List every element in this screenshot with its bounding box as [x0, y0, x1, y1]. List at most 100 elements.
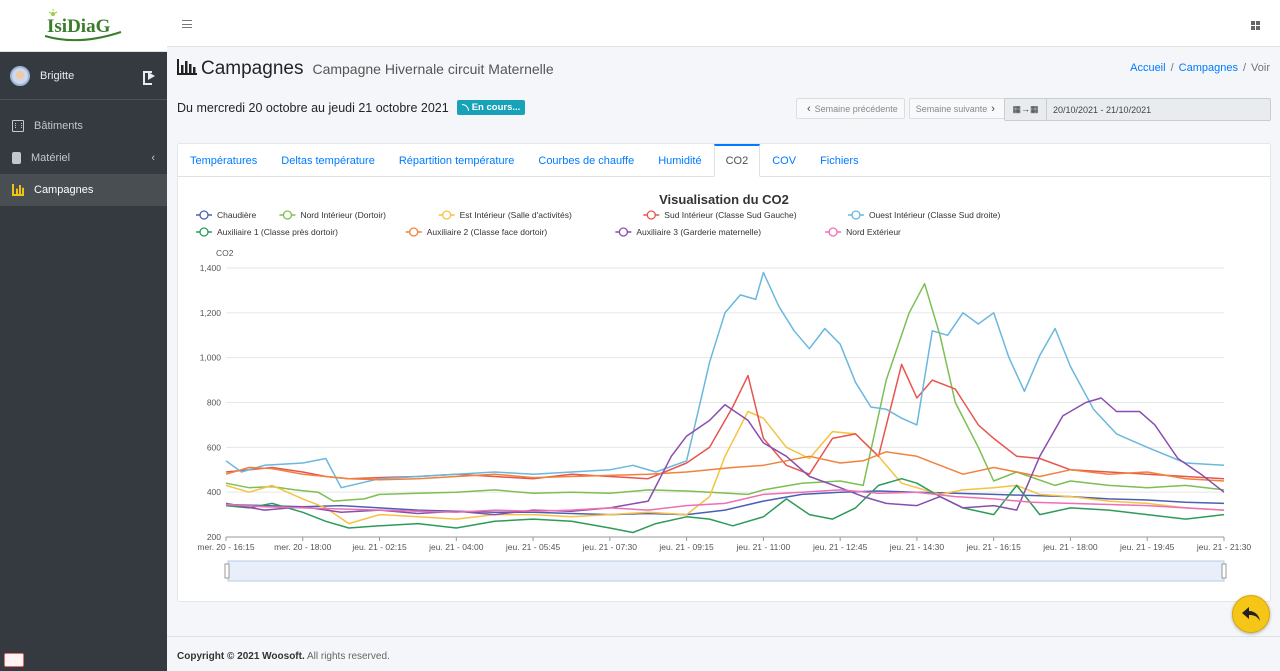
back-button[interactable] [1232, 595, 1270, 633]
legend-swatch-marker [409, 227, 419, 237]
page-subtitle: Campagne Hivernale circuit Maternelle [312, 61, 554, 77]
widget-icon[interactable] [4, 653, 24, 667]
brand-logo[interactable]: IsiDiaG [0, 0, 167, 52]
series-line [225, 451, 1225, 482]
sidebar-item-label: Campagnes [34, 184, 94, 196]
user-panel: Brigitte [0, 52, 167, 100]
legend-label: Nord Extérieur [846, 227, 901, 237]
footer-rights: All rights reserved. [306, 651, 390, 662]
avatar[interactable] [10, 65, 30, 86]
calendar-range-icon: ▦→▦ [1005, 99, 1047, 120]
campaign-card: Températures Deltas température Répartit… [177, 143, 1271, 602]
reply-arrow-icon [1242, 607, 1260, 621]
tab-temperatures[interactable]: Températures [190, 154, 258, 167]
series-line [225, 271, 1225, 489]
tab-co2[interactable]: CO2 [713, 144, 761, 177]
page-title: Campagnes [201, 58, 304, 79]
series-line [225, 363, 1225, 480]
status-badge-label: En cours... [471, 102, 521, 113]
sidebar-item-campagnes[interactable]: Campagnes [0, 174, 167, 206]
legend-swatch-marker [618, 227, 629, 237]
sidebar-nav: Bâtiments Matériel ‹ Campagnes [0, 110, 167, 206]
x-tick-label: jeu. 21 - 07:30 [582, 542, 638, 552]
x-tick-label: jeu. 21 - 12:45 [812, 542, 868, 552]
database-icon [12, 152, 21, 164]
building-icon [12, 120, 24, 132]
y-tick-label: 1,200 [200, 308, 222, 318]
footer: Copyright © 2021 Woosoft. All rights res… [167, 636, 1280, 671]
y-tick-label: 1,400 [200, 263, 222, 273]
y-tick-label: 600 [207, 442, 221, 452]
bar-chart-icon [12, 184, 24, 196]
legend-swatch-marker [199, 210, 209, 220]
tab-courbes-de-chauffe[interactable]: Courbes de chauffe [538, 154, 635, 167]
x-tick-label: jeu. 21 - 05:45 [505, 542, 561, 552]
range-handle-left [224, 563, 230, 579]
sidebar-item-materiel[interactable]: Matériel ‹ [0, 142, 167, 174]
status-badge: En cours... [456, 100, 526, 115]
legend-swatch-marker [199, 227, 209, 237]
legend-label: Ouest Intérieur (Classe Sud droite) [869, 210, 1001, 220]
tab-repartition-temperature[interactable]: Répartition température [398, 154, 515, 167]
x-tick-label: jeu. 21 - 14:30 [889, 542, 945, 552]
legend-label: Sud Intérieur (Classe Sud Gauche) [664, 210, 796, 220]
svg-text:IsiDiaG: IsiDiaG [47, 16, 111, 37]
legend-swatch-marker [851, 210, 861, 220]
legend-swatch-marker [646, 210, 656, 220]
x-tick-label: mer. 20 - 16:15 [197, 542, 254, 552]
co2-chart: Visualisation du CO2 Chaudière Nord Intéri… [196, 192, 1252, 582]
x-tick-label: jeu. 21 - 18:00 [1042, 542, 1098, 552]
legend-swatch-marker [441, 210, 452, 220]
legend-swatch-marker [282, 210, 293, 220]
chevron-left-icon: ‹ [807, 102, 811, 115]
legend-label: Est Intérieur (Salle d'activités) [460, 210, 572, 220]
footer-copyright: Copyright © 2021 Woosoft. [177, 651, 305, 662]
y-tick-label: 1,000 [200, 353, 222, 363]
breadcrumb: Accueil / Campagnes / Voir [1130, 62, 1270, 74]
x-tick-label: jeu. 21 - 21:30 [1196, 542, 1252, 552]
logout-icon[interactable] [143, 70, 157, 85]
chart-title: Visualisation du CO2 [659, 192, 789, 207]
hamburger-menu-icon[interactable] [182, 20, 192, 28]
range-selector [227, 560, 1225, 582]
x-tick-label: jeu. 21 - 04:00 [428, 542, 484, 552]
legend-label: Nord Intérieur (Dortoir) [300, 210, 386, 220]
date-range-picker[interactable]: ▦→▦ 20/10/2021 - 21/10/2021 [1004, 98, 1271, 121]
previous-week-button[interactable]: ‹ Semaine précédente [796, 98, 905, 119]
apps-grid-icon[interactable] [1251, 21, 1260, 30]
x-tick-label: jeu. 21 - 09:15 [658, 542, 714, 552]
sidebar-item-label: Bâtiments [34, 120, 83, 132]
legend-swatch-marker [828, 227, 838, 237]
sidebar: IsiDiaG Brigitte Bâtiments Matériel ‹ Ca… [0, 0, 167, 671]
tab-cov[interactable]: COV [772, 154, 797, 167]
user-name[interactable]: Brigitte [40, 69, 75, 82]
breadcrumb-campagnes-link[interactable]: Campagnes [1178, 62, 1238, 74]
sidebar-item-label: Matériel [31, 152, 71, 164]
legend-label: Chaudière [217, 210, 256, 220]
date-range-input[interactable]: 20/10/2021 - 21/10/2021 [1053, 104, 1152, 115]
legend-label: Auxiliaire 2 (Classe face dortoir) [427, 227, 548, 237]
legend-label: Auxiliaire 1 (Classe près dortoir) [217, 227, 338, 237]
breadcrumb-current: Voir [1251, 62, 1270, 74]
tab-humidite[interactable]: Humidité [658, 154, 702, 167]
y-tick-label: 400 [207, 487, 221, 497]
series-line [225, 282, 1225, 502]
legend-label: Auxiliaire 3 (Garderie maternelle) [636, 227, 761, 237]
series-line [225, 410, 1225, 525]
x-tick-label: jeu. 21 - 19:45 [1119, 542, 1175, 552]
previous-week-label: Semaine précédente [814, 103, 898, 114]
date-range-text: Du mercredi 20 octobre au jeudi 21 octob… [177, 100, 449, 115]
campaign-period: Du mercredi 20 octobre au jeudi 21 octob… [177, 100, 526, 115]
breadcrumb-separator: / [1170, 62, 1174, 74]
breadcrumb-separator: / [1242, 62, 1247, 74]
sidebar-item-batiments[interactable]: Bâtiments [0, 110, 167, 142]
breadcrumb-home-link[interactable]: Accueil [1130, 62, 1166, 74]
next-week-button[interactable]: Semaine suivante › [908, 98, 1006, 119]
rss-icon [461, 104, 469, 111]
tab-deltas-temperature[interactable]: Deltas température [281, 154, 375, 167]
y-axis-title: CO2 [216, 248, 234, 258]
y-tick-label: 200 [207, 532, 221, 542]
tab-fichiers[interactable]: Fichiers [820, 154, 859, 167]
range-handle-right [1221, 563, 1227, 579]
y-tick-label: 800 [207, 398, 221, 408]
